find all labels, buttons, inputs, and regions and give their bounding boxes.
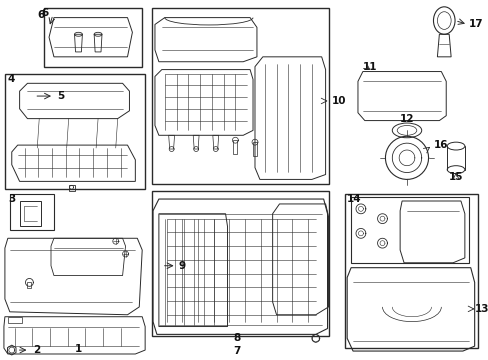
Text: 12: 12 — [399, 114, 413, 123]
Text: 6: 6 — [38, 10, 45, 20]
Text: 1: 1 — [75, 344, 82, 354]
Text: 16: 16 — [432, 140, 447, 150]
Text: 13: 13 — [474, 304, 488, 314]
Text: 3: 3 — [8, 194, 15, 204]
Text: 11: 11 — [362, 62, 377, 72]
Text: 15: 15 — [448, 172, 462, 183]
Bar — [350, 197, 468, 263]
Text: 2: 2 — [33, 345, 41, 355]
Bar — [10, 194, 54, 230]
Text: 14: 14 — [346, 194, 361, 204]
Bar — [345, 194, 477, 348]
Polygon shape — [20, 201, 41, 225]
Bar — [152, 8, 328, 184]
Text: 7: 7 — [233, 346, 241, 356]
Text: 8: 8 — [233, 333, 241, 343]
Text: 17: 17 — [468, 19, 483, 30]
Text: 5: 5 — [57, 91, 64, 101]
Text: 9: 9 — [179, 261, 185, 271]
Text: 6: 6 — [41, 8, 48, 18]
Text: 10: 10 — [331, 96, 346, 106]
Bar — [44, 8, 142, 67]
Bar — [5, 73, 145, 189]
Text: 4: 4 — [8, 75, 15, 84]
Bar — [152, 191, 328, 336]
